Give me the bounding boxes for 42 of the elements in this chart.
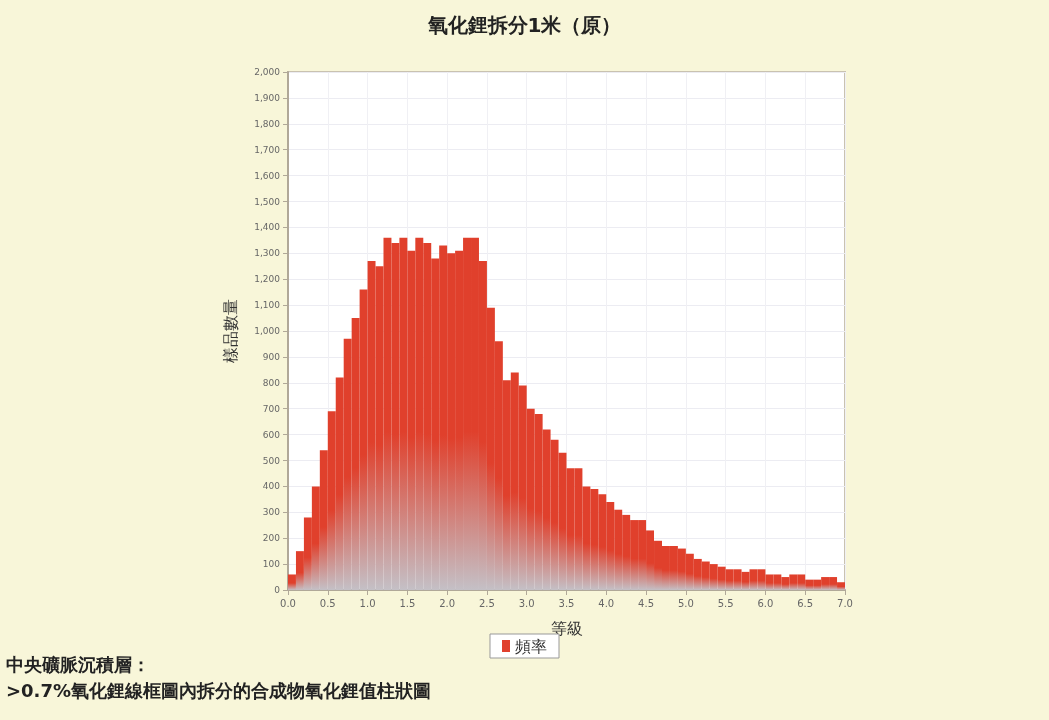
y-tick-label: 2,000 [254,67,281,77]
y-tick-label: 800 [262,377,281,388]
text: >0.7%氧化鋰線框圖內拆分的合成物氧化鋰值柱狀圖 [6,679,432,701]
x-tick-label: 1.5 [399,597,416,609]
y-tick-label: 1,300 [254,248,281,259]
chart-title: 氧化鋰拆分1米（原） [426,13,622,37]
y-tick-label: 1,900 [254,92,281,103]
x-tick-label: 0.5 [319,597,336,609]
x-tick-label: 5.5 [717,597,734,609]
x-tick-label: 2.0 [439,597,456,609]
y-tick-label: 1,500 [254,196,281,207]
x-tick-label: 6.0 [757,597,774,609]
y-tick-label: 1,000 [254,326,281,336]
y-axis-title: 樣品數量 [220,299,240,363]
x-tick-label: 6.5 [797,597,814,609]
x-tick-label: 4.5 [638,597,655,609]
y-tick-label: 0 [274,585,281,595]
y-tick-label: 1,100 [254,300,281,311]
x-tick-label: 7.0 [837,597,853,609]
y-tick-label: 500 [262,455,281,466]
x-tick-label: 0.0 [280,597,296,609]
y-tick-label: 400 [262,481,281,492]
x-tick-label: 4.0 [598,597,615,609]
x-tick-label: 3.5 [558,597,575,609]
text: 中央礦脈沉積層： [6,653,150,675]
y-tick-label: 1,800 [254,118,281,129]
x-tick-label: 2.5 [478,597,495,609]
legend-label: 頻率 [515,636,547,656]
y-tick-label: 900 [262,351,281,362]
y-tick-label: 200 [262,533,281,544]
y-tick-label: 700 [262,403,281,414]
x-axis-title: 等級 [550,618,583,638]
y-tick-label: 600 [262,429,281,440]
y-tick-label: 1,600 [254,170,281,181]
y-tick-label: 1,700 [254,144,281,155]
x-tick-label: 5.0 [677,597,694,609]
x-tick-label: 3.0 [518,597,535,609]
y-tick-label: 1,200 [254,274,281,285]
y-tick-label: 1,400 [254,222,281,233]
y-tick-label: 100 [262,559,281,570]
y-tick-label: 300 [262,507,281,518]
x-tick-label: 1.0 [359,597,376,609]
